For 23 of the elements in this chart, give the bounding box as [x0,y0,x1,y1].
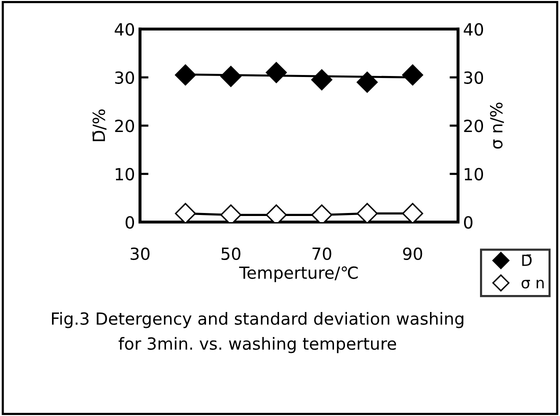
x-axis-title: Temperture/℃ [239,266,358,282]
y2-axis-title: σ n/% [490,102,504,149]
point [402,64,424,86]
caption: Fig.3 Detergency and standard deviation washing for 3min. vs. washing temperture [52,312,464,354]
x-tick-label: 90 [403,247,422,260]
x-tick-label: 30 [130,247,150,260]
y-tick-label: 30 [115,71,134,84]
y2-tick-label: 0 [464,216,472,229]
y2-tick-label: 10 [464,168,484,180]
y-tick-label: 40 [114,23,134,36]
point [356,72,378,93]
y2-tick-label: 40 [464,23,484,36]
legend-label: D̄ [522,254,532,266]
legend-label: σ n [522,280,544,288]
y-tick-label: 10 [116,168,134,180]
point [174,64,196,86]
x-tick-label: 50 [222,247,240,260]
y-axis-title: D̄/% [92,109,106,142]
x-tick-label: 70 [312,247,332,260]
y-tick-label: 20 [115,120,134,132]
y-tick-label: 0 [126,216,134,229]
y2-tick-label: 20 [464,120,484,132]
y2-tick-label: 30 [464,71,484,84]
